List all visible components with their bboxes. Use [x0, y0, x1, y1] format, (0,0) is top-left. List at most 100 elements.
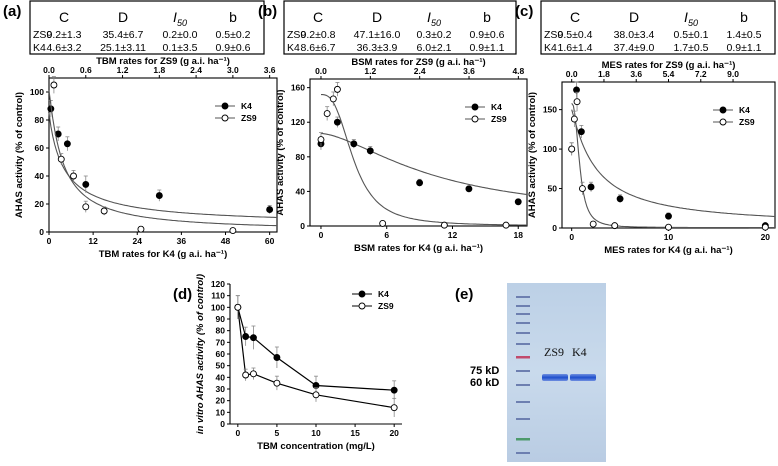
- x-tick-label: 18: [513, 230, 523, 240]
- y-tick-label: 80: [35, 115, 45, 125]
- table-cell: 25.1±3.11: [100, 42, 146, 54]
- series-zs9: [317, 82, 528, 229]
- x-tick-label: 12: [448, 230, 458, 240]
- data-point-zs9: [578, 185, 586, 192]
- y-axis-title: AHAS activity (% of control): [275, 89, 286, 215]
- data-point-zs9: [329, 95, 337, 103]
- table-cell: 36.3±3.9: [357, 42, 398, 54]
- data-point-k4: [514, 198, 522, 206]
- fit-curve-zs9: [48, 90, 278, 227]
- y-tick-label: 100: [543, 144, 557, 154]
- data-point-k4: [250, 334, 257, 342]
- table-cell: 0.9±1.1: [727, 42, 762, 54]
- y-tick-label: 0: [220, 419, 225, 429]
- y-tick-label: 90: [216, 314, 226, 324]
- y-axis-title: AHAS activity (% of control): [14, 92, 25, 218]
- y-tick-label: 100: [30, 87, 44, 97]
- table-border: [540, 0, 776, 55]
- table-cell: 6.0±2.1: [417, 42, 452, 54]
- table-header-d: D: [372, 9, 382, 25]
- top-x-tick-label: 5.4: [663, 69, 675, 79]
- table-row-label-zs9: ZS9: [287, 29, 306, 41]
- plot-frame: [48, 77, 278, 233]
- table-header-c: C: [313, 9, 323, 25]
- table-cell: 0.2±1.3: [47, 29, 82, 41]
- series-zs9: [48, 76, 278, 235]
- data-point-zs9: [390, 404, 398, 412]
- data-point-zs9: [70, 172, 77, 180]
- table-cell: 35.4±6.7: [103, 29, 144, 41]
- table-cell: 0.9±1.1: [470, 42, 505, 54]
- y-tick-label: 0: [39, 227, 44, 237]
- table-cell: 0.5±0.2: [216, 29, 251, 41]
- series-zs9: [568, 91, 775, 231]
- legend-entry-zs9: ZS9: [215, 113, 257, 123]
- data-point-k4: [82, 180, 90, 188]
- data-point-k4: [350, 140, 358, 148]
- legend-entry-zs9: ZS9: [465, 114, 507, 124]
- data-point-zs9: [250, 370, 257, 378]
- data-point-k4: [616, 195, 624, 203]
- lane-label-zs9: ZS9: [544, 345, 564, 359]
- x-tick-label: 0: [319, 230, 324, 240]
- y-tick-label: 110: [211, 291, 225, 301]
- table-cell: 1.7±0.5: [674, 42, 709, 54]
- data-point-zs9: [502, 221, 510, 229]
- data-point-zs9: [234, 303, 242, 311]
- top-x-tick-label: 9.0: [727, 69, 739, 79]
- data-point-k4: [573, 86, 580, 94]
- y-tick-label: 50: [216, 361, 226, 371]
- legend-marker: [719, 106, 727, 114]
- x-tick-label: 12: [88, 236, 98, 246]
- data-point-zs9: [50, 81, 58, 89]
- ladder-lane: [516, 296, 530, 454]
- table-cell: 37.4±9.0: [614, 42, 655, 54]
- y-tick-label: 40: [216, 372, 226, 382]
- data-point-zs9: [229, 227, 237, 235]
- y-tick-label: 120: [211, 279, 225, 289]
- top-x-tick-label: 0.0: [566, 69, 578, 79]
- data-point-k4: [366, 147, 374, 155]
- data-point-k4: [155, 192, 163, 200]
- gel-panel: (e): [455, 283, 606, 462]
- data-point-k4: [63, 140, 71, 148]
- table-cell: 0.2±0.8: [301, 29, 336, 41]
- x-tick-label: 5: [275, 428, 280, 438]
- y-tick-label: 80: [296, 152, 306, 162]
- data-point-zs9: [323, 110, 331, 118]
- legend-marker: [358, 302, 366, 310]
- top-x-axis-title: MES rates for ZS9 (g a.i. ha⁻¹): [602, 60, 736, 71]
- data-point-zs9: [137, 225, 145, 233]
- legend-entry-zs9: ZS9: [713, 117, 755, 127]
- top-x-tick-label: 3.0: [227, 65, 239, 75]
- data-point-k4: [242, 333, 250, 340]
- legend-label-zs9: ZS9: [739, 117, 755, 127]
- top-x-tick-label: 2.4: [414, 66, 426, 76]
- y-tick-label: 20: [216, 396, 226, 406]
- x-tick-label: 10: [664, 232, 674, 242]
- table-row-label-k4: K4: [544, 42, 557, 54]
- x-axis-title: BSM rates for K4 (g a.i. ha⁻¹): [354, 243, 483, 254]
- panel-b-chart: 0 6 12 18 0 40 80 120 160 0.0 1.2 2.4 3.6 4.8 BSM rate…: [275, 57, 528, 254]
- legend-label-k4: K4: [241, 101, 252, 111]
- legend-entry-k4: K4: [465, 102, 502, 112]
- x-tick-label: 36: [177, 236, 187, 246]
- table-cell: 0.1±3.5: [163, 42, 198, 54]
- table-cell: 38.0±3.4: [614, 29, 655, 41]
- data-point-k4: [266, 206, 274, 214]
- table-row-label-zs9: ZS9: [33, 29, 52, 41]
- table-cell: 0.9±0.6: [216, 42, 251, 54]
- legend-entry-k4: K4: [713, 105, 750, 115]
- x-tick-label: 15: [350, 428, 360, 438]
- marker-label-60kd: 60 kD: [470, 377, 499, 389]
- data-point-zs9: [82, 203, 90, 211]
- top-x-tick-label: 0.0: [43, 65, 55, 75]
- data-point-zs9: [761, 223, 769, 231]
- legend-label-k4: K4: [739, 105, 750, 115]
- y-tick-label: 100: [211, 302, 225, 312]
- y-tick-label: 150: [543, 105, 557, 115]
- table-cell: 0.2±0.0: [163, 29, 198, 41]
